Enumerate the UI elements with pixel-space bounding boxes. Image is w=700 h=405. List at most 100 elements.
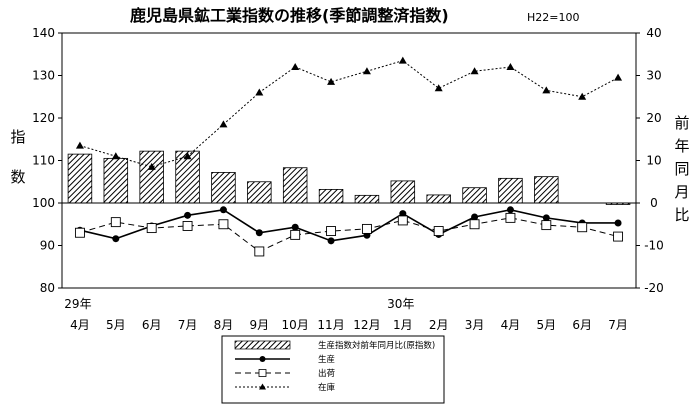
x-tick-label: 9月 [249,318,269,332]
x-tick-label: 7月 [608,318,628,332]
x-tick-label: 7月 [178,318,198,332]
point-shipment [218,219,229,230]
bar [211,171,236,204]
x-tick-label: 11月 [317,318,344,332]
point-inventory [183,152,192,160]
point-shipment [326,226,337,237]
point-inventory [578,92,587,100]
chart-title-note: H22=100 [527,11,579,24]
point-production [542,214,550,222]
x-tick-label: 6月 [572,318,592,332]
point-shipment [146,223,157,234]
point-inventory [291,63,300,70]
bar [247,181,272,204]
left-tick-label: 110 [32,154,55,168]
chart-title: 鹿児島県鉱工業指数の推移(季節調整済指数) [130,6,449,25]
bar-series [67,150,631,205]
left-tick-label: 80 [40,281,55,295]
legend-label: 在庫 [318,382,336,393]
right-axis: -20 -10 0 10 20 30 40 [636,26,664,295]
bar [498,177,523,204]
left-axis: 80 90 100 110 120 130 140 [32,26,62,295]
point-shipment [110,217,121,228]
x-tick-label: 1月 [393,318,413,332]
point-shipment [361,223,372,234]
x-tick-label: 4月 [70,318,90,332]
point-inventory [614,73,623,81]
point-shipment [541,220,552,231]
right-tick-label: 10 [646,154,661,168]
point-inventory [470,67,479,75]
left-tick-label: 130 [32,69,55,83]
point-inventory [506,63,515,70]
line-series [74,56,624,257]
point-production [184,211,192,219]
point-production [255,229,263,237]
legend-label: 出荷 [318,368,336,379]
series-line [79,60,619,168]
legend-label: 生産 [318,354,335,365]
point-production [399,210,407,218]
point-inventory [255,88,264,96]
right-axis-label: 同 [674,160,689,178]
x-tick-label: 4月 [501,318,521,332]
right-tick-label: 40 [646,26,661,40]
right-tick-label: 0 [650,196,658,210]
legend-marker [259,383,266,390]
left-tick-label: 120 [32,111,55,125]
bar [426,194,451,204]
axis-labels: 指数 前年同月比 [10,114,689,224]
point-shipment [74,227,85,238]
point-inventory [434,84,443,92]
legend-swatch-bar [234,340,291,350]
point-shipment [577,222,588,233]
point-inventory [111,152,120,160]
right-tick-label: 30 [646,69,661,83]
point-shipment [290,229,301,240]
point-shipment [254,246,265,257]
right-axis-label: 比 [674,206,689,224]
left-tick-label: 100 [32,196,55,210]
right-axis-label: 前 [674,114,689,132]
x-year-label: 30年 [387,297,414,311]
bar [282,167,308,204]
bar [318,188,344,204]
x-year-label: 29年 [64,297,91,311]
x-tick-label: 6月 [142,318,162,332]
x-tick-label: 5月 [106,318,126,332]
bar [390,180,416,204]
point-production [471,213,479,221]
left-tick-label: 140 [32,26,55,40]
x-tick-label: 10月 [282,318,309,332]
point-production [327,237,335,245]
legend-label: 生産指数対前年同月比(原指数) [318,340,435,351]
point-shipment [613,231,624,242]
point-inventory [75,141,84,149]
point-production [614,219,622,227]
left-axis-label: 数 [10,168,25,186]
x-tick-label: 8月 [214,318,234,332]
point-inventory [147,162,156,170]
x-tick-label: 3月 [465,318,485,332]
right-tick-label: -10 [644,239,664,253]
bar [534,176,559,204]
point-shipment [397,215,408,226]
point-shipment [182,220,193,231]
point-inventory [362,67,371,75]
series-line [79,208,619,242]
right-axis-label: 年 [674,137,689,155]
legend-marker [259,356,266,362]
point-production [506,206,514,214]
point-inventory [327,77,336,85]
x-tick-label: 12月 [353,318,380,332]
left-tick-label: 90 [40,239,55,253]
point-inventory [398,56,407,64]
series-line [79,217,619,253]
point-production [112,235,120,243]
bar [67,153,93,204]
bar [462,187,487,204]
point-production [291,223,299,231]
left-axis-label: 指 [10,128,25,146]
x-tick-label: 5月 [536,318,556,332]
